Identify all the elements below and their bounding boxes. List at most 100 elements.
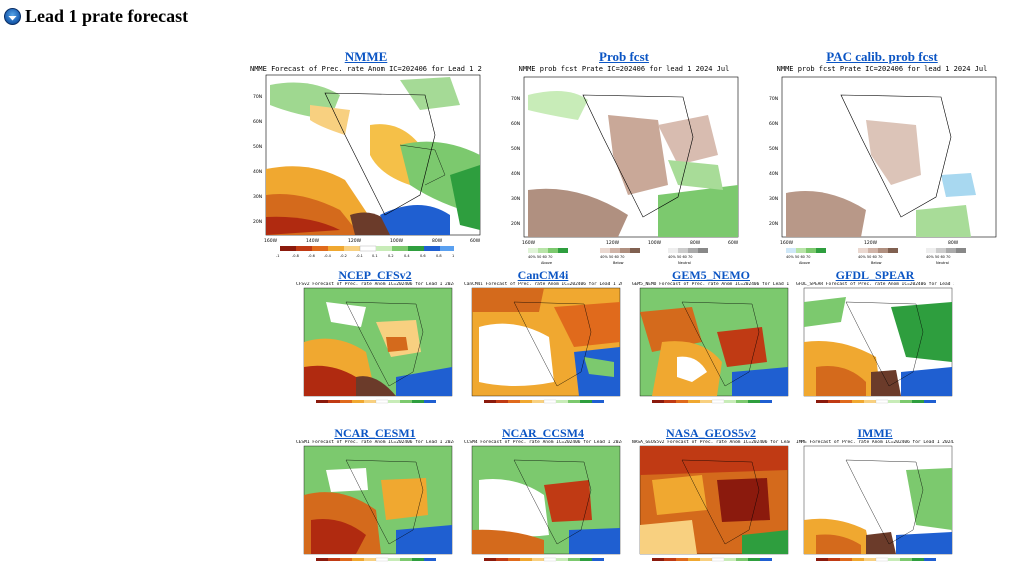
legend-ticks: 40% 50 60 70 <box>668 255 692 259</box>
geos5v2-link[interactable]: NASA_GEOS5v2 <box>665 426 757 440</box>
lon-label: 80W <box>690 240 701 246</box>
legend-label: Neutral <box>678 261 691 265</box>
cancm4i-map-image[interactable]: CanCM4i Forecast of Prec. rate Anom IC=2… <box>464 282 622 408</box>
colorbar-tick: -0.8 <box>292 254 299 258</box>
map-title: NMME Forecast of Prec. rate Anom IC=2024… <box>250 65 482 73</box>
map-title: CESM1 Forecast of Prec. rate Anom IC=202… <box>296 440 454 445</box>
pac-legend-below <box>858 248 898 253</box>
lat-label: 70N <box>253 94 262 100</box>
panel-ccsm4: NCAR_CCSM4 CCSM4 Forecast of Prec. rate … <box>464 426 622 566</box>
legend-ticks: 40% 50 60 70 <box>858 255 882 259</box>
pac-calib-link[interactable]: PAC calib. prob fcst <box>826 49 938 64</box>
colorbar-tick: -0.6 <box>308 254 315 258</box>
lat-label: 20N <box>253 219 262 225</box>
lat-label: 50N <box>769 146 778 152</box>
noaa-logo-icon <box>4 7 21 25</box>
colorbar-tick: 0.1 <box>372 254 378 258</box>
lat-label: 60N <box>511 121 520 127</box>
pac-legend-above <box>786 248 826 253</box>
map-title: NASA_GEOS5v2 Forecast of Prec. rate Anom… <box>632 440 790 445</box>
cfsv2-link[interactable]: NCEP_CFSv2 <box>338 268 412 282</box>
legend-ticks: 40% 50 60 70 <box>786 255 810 259</box>
panel-imme: IMME IMME Forecast of Prec. rate Anom IC… <box>796 426 954 566</box>
lon-label: 60W <box>470 238 481 244</box>
lon-label: 160W <box>780 240 794 246</box>
gfdl-spear-link[interactable]: GFDL_SPEAR <box>835 268 915 282</box>
ccsm4-link[interactable]: NCAR_CCSM4 <box>502 426 584 440</box>
lon-label: 60W <box>728 240 739 246</box>
lon-label: 80W <box>432 238 443 244</box>
map-title: GEM5_NEMO Forecast of Prec. rate Anom IC… <box>632 282 790 287</box>
lat-label: 70N <box>511 96 520 102</box>
pac-calib-map-image[interactable]: NMME prob fcst Prate IC=202406 for lead … <box>766 65 998 265</box>
colorbar-tick: 1 <box>452 254 454 258</box>
cfsv2-map <box>303 287 453 404</box>
legend-label: Above <box>799 261 810 265</box>
prob-legend-below <box>600 248 640 253</box>
lat-label: 30N <box>253 194 262 200</box>
imme-link[interactable]: IMME <box>857 426 893 440</box>
gem5-nemo-map-image[interactable]: GEM5_NEMO Forecast of Prec. rate Anom IC… <box>632 282 790 408</box>
map-title: NMME prob fcst Prate IC=202406 for lead … <box>518 65 730 73</box>
prob-fcst-link[interactable]: Prob fcst <box>599 49 649 64</box>
colorbar-tick: -0.1 <box>356 254 363 258</box>
geos5v2-map-image[interactable]: NASA_GEOS5v2 Forecast of Prec. rate Anom… <box>632 440 790 566</box>
anomaly-colorbar <box>652 399 772 404</box>
map-title: GFDL_SPEAR Forecast of Prec. rate Anom I… <box>796 282 954 287</box>
lat-label: 20N <box>511 221 520 227</box>
gfdl-spear-map <box>803 287 953 404</box>
anomaly-colorbar <box>484 399 604 404</box>
anomaly-colorbar <box>316 399 436 404</box>
anomaly-colorbar <box>816 557 936 562</box>
prob-fcst-map-image[interactable]: NMME prob fcst Prate IC=202406 for lead … <box>508 65 740 265</box>
panel-prob-fcst: Prob fcst NMME prob fcst Prate IC=202406… <box>508 49 740 265</box>
colorbar-tick: -1 <box>276 254 280 258</box>
colorbar-tick: -0.2 <box>340 254 347 258</box>
anomaly-colorbar <box>652 557 772 562</box>
panel-cancm4i: CanCM4i CanCM4i Forecast of Prec. rate A… <box>464 268 622 408</box>
panel-cesm1: NCAR_CESM1 CESM1 Forecast of Prec. rate … <box>296 426 454 566</box>
lon-label: 140W <box>306 238 320 244</box>
legend-label: Below <box>613 261 624 265</box>
colorbar-tick: 0.8 <box>436 254 442 258</box>
ccsm4-map-image[interactable]: CCSM4 Forecast of Prec. rate Anom IC=202… <box>464 440 622 566</box>
colorbar-tick: 0.2 <box>388 254 394 258</box>
colorbar-tick: 0.4 <box>404 254 410 258</box>
imme-map-image[interactable]: IMME Forecast of Prec. rate Anom IC=2024… <box>796 440 954 566</box>
nmme-link[interactable]: NMME <box>344 49 388 64</box>
lat-label: 60N <box>769 121 778 127</box>
legend-ticks: 40% 50 60 70 <box>528 255 552 259</box>
ccsm4-map <box>471 445 621 562</box>
map-title: NMME prob fcst Prate IC=202406 for lead … <box>776 65 988 73</box>
gem5-nemo-link[interactable]: GEM5_NEMO <box>672 268 750 282</box>
cfsv2-map-image[interactable]: CFSv2 Forecast of Prec. rate Anom IC=202… <box>296 282 454 408</box>
panel-pac-calib: PAC calib. prob fcst NMME prob fcst Prat… <box>766 49 998 265</box>
legend-label: Below <box>871 261 882 265</box>
legend-ticks: 40% 50 60 70 <box>926 255 950 259</box>
geos5v2-map <box>639 445 789 562</box>
lat-label: 40N <box>253 169 262 175</box>
lat-label: 70N <box>769 96 778 102</box>
map-title: CanCM4i Forecast of Prec. rate Anom IC=2… <box>464 282 622 287</box>
panel-nmme: NMME NMME Forecast of Prec. rate Anom IC… <box>250 49 482 259</box>
map-title: IMME Forecast of Prec. rate Anom IC=2024… <box>796 440 954 445</box>
lat-label: 40N <box>769 171 778 177</box>
cesm1-map-image[interactable]: CESM1 Forecast of Prec. rate Anom IC=202… <box>296 440 454 566</box>
legend-ticks: 40% 50 60 70 <box>600 255 624 259</box>
panel-geos5v2: NASA_GEOS5v2 NASA_GEOS5v2 Forecast of Pr… <box>632 426 790 566</box>
pac-calib-map: 70N 60N 50N 40N 30N 20N 160W 120W 80W 40… <box>769 76 997 265</box>
panel-gfdl-spear: GFDL_SPEAR GFDL_SPEAR Forecast of Prec. … <box>796 268 954 408</box>
lon-label: 120W <box>864 240 878 246</box>
nmme-map: 70N 60N 50N 40N 30N 20N 160W 140W 120W 1… <box>253 74 481 258</box>
anomaly-colorbar <box>816 399 936 404</box>
lat-label: 50N <box>511 146 520 152</box>
nmme-map-image[interactable]: NMME Forecast of Prec. rate Anom IC=2024… <box>250 65 482 259</box>
lat-label: 50N <box>253 144 262 150</box>
gfdl-spear-map-image[interactable]: GFDL_SPEAR Forecast of Prec. rate Anom I… <box>796 282 954 408</box>
cancm4i-link[interactable]: CanCM4i <box>517 268 569 282</box>
lat-label: 40N <box>511 171 520 177</box>
cesm1-map <box>303 445 453 562</box>
cesm1-link[interactable]: NCAR_CESM1 <box>334 426 416 440</box>
page-title: Lead 1 prate forecast <box>25 5 189 26</box>
colorbar-tick: -0.4 <box>324 254 332 258</box>
